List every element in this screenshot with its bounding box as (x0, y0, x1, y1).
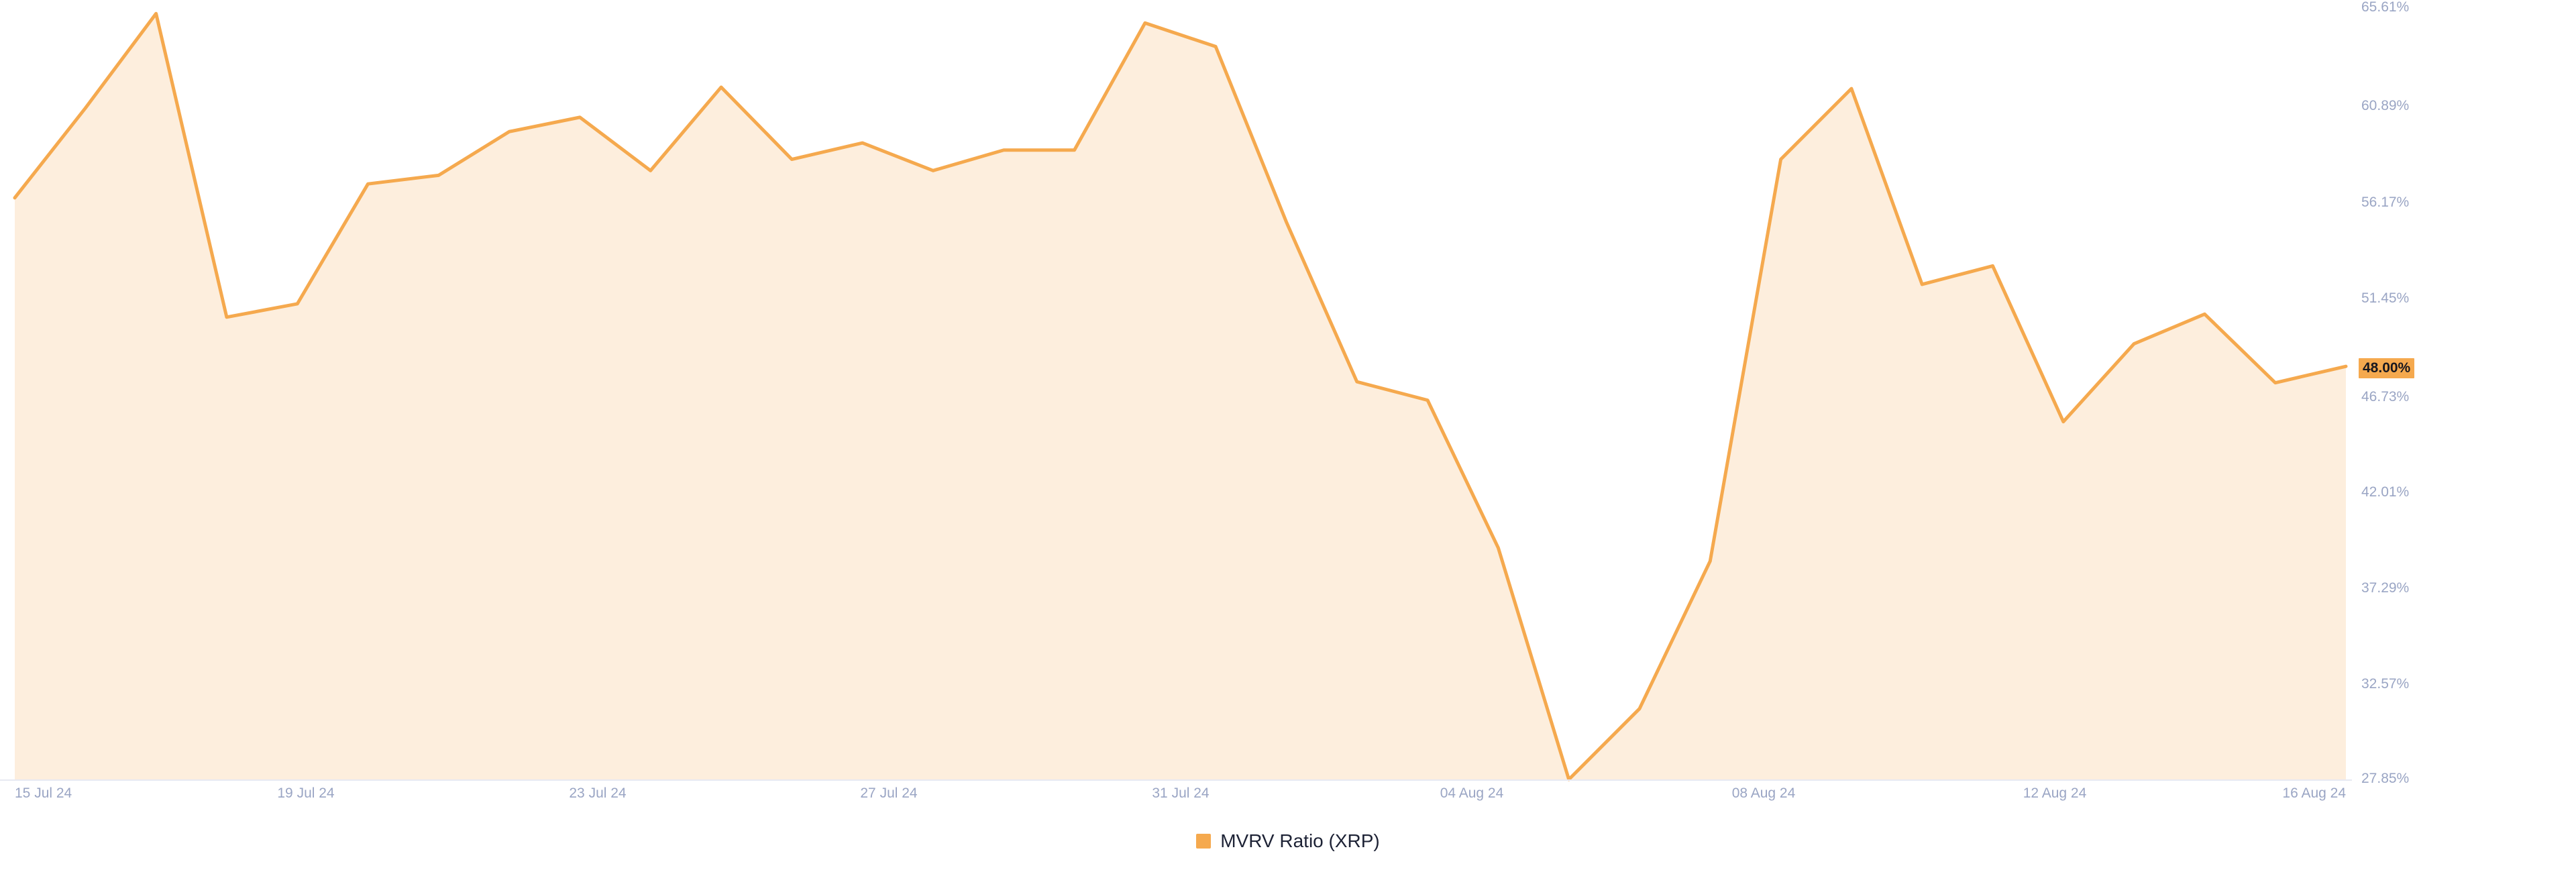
area-series-svg (13, 11, 2348, 781)
series-line (13, 11, 2348, 781)
x-axis-tick: 23 Jul 24 (569, 785, 627, 801)
x-axis-tick: 04 Aug 24 (1440, 785, 1504, 801)
x-axis-tick: 27 Jul 24 (860, 785, 918, 801)
chart-legend: MVRV Ratio (XRP) (0, 830, 2576, 852)
y-axis-tick: 56.17% (2361, 195, 2410, 210)
x-axis-tick: 08 Aug 24 (1731, 785, 1796, 801)
legend-color-swatch-icon (1196, 834, 1212, 849)
y-axis-tick: 60.89% (2361, 98, 2410, 113)
x-axis: 15 Jul 24 19 Jul 24 23 Jul 24 27 Jul 24 31 J… (0, 786, 2576, 813)
current-value-badge: 48.00% (2359, 358, 2415, 378)
x-axis-tick: 19 Jul 24 (277, 785, 335, 801)
x-axis-tick: 12 Aug 24 (2023, 785, 2087, 801)
x-axis-line (0, 779, 2352, 781)
y-axis-tick: 27.85% (2361, 771, 2410, 786)
y-axis-tick: 46.73% (2361, 389, 2410, 404)
plot-area[interactable] (0, 0, 2576, 792)
y-axis-tick: 65.61% (2361, 0, 2410, 15)
y-axis-tick: 32.57% (2361, 676, 2410, 692)
y-axis-tick: 37.29% (2361, 580, 2410, 596)
y-axis: 65.61% 60.89% 56.17% 51.45% 46.73% 42.01% 37.2… (2352, 0, 2576, 792)
legend-item[interactable]: MVRV Ratio (XRP) (1196, 830, 1380, 852)
x-axis-tick: 16 Aug 24 (2282, 785, 2346, 801)
x-axis-tick: 31 Jul 24 (1152, 785, 1210, 801)
series-area-fill (15, 13, 2346, 780)
y-axis-tick: 51.45% (2361, 290, 2410, 306)
x-axis-tick: 15 Jul 24 (15, 785, 72, 801)
legend-label: MVRV Ratio (XRP) (1220, 830, 1380, 851)
y-axis-tick: 42.01% (2361, 484, 2410, 500)
